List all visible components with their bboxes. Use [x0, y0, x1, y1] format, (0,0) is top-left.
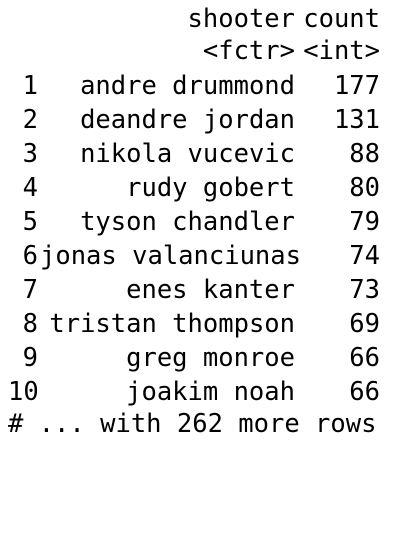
count-cell: 66	[349, 343, 380, 373]
shooter-cell: jonas valanciunas	[40, 241, 301, 271]
shooter-cell: joakim noah	[126, 377, 295, 407]
row-index: 6	[22, 241, 38, 271]
table-row: 8 tristan thompson 69	[0, 307, 416, 341]
count-cell: 131	[333, 105, 380, 135]
column-header-shooter: shooter	[187, 4, 295, 34]
shooter-cell: enes kanter	[126, 275, 295, 305]
count-cell: 177	[333, 71, 380, 101]
count-cell: 79	[349, 207, 380, 237]
more-rows-note: # ... with 262 more rows	[8, 409, 377, 439]
row-index: 2	[22, 105, 38, 135]
row-index: 9	[22, 343, 38, 373]
table-row: 4 rudy gobert 80	[0, 171, 416, 205]
shooter-cell: deandre jordan	[80, 105, 295, 135]
count-cell: 80	[349, 173, 380, 203]
table-row: 7 enes kanter 73	[0, 273, 416, 307]
count-cell: 73	[349, 275, 380, 305]
table-row: 3 nikola vucevic 88	[0, 137, 416, 171]
count-cell: 74	[349, 241, 380, 271]
table-row: 9 greg monroe 66	[0, 341, 416, 375]
row-index: 1	[22, 71, 38, 101]
footer-row: # ... with 262 more rows	[0, 407, 416, 441]
column-header-count: count	[303, 4, 380, 34]
table-row: 6 jonas valanciunas 74	[0, 239, 416, 273]
shooter-cell: andre drummond	[80, 71, 295, 101]
row-index: 7	[22, 275, 38, 305]
table-row: 10 joakim noah 66	[0, 375, 416, 409]
column-type-count: <int>	[303, 36, 380, 66]
console-output: shooter count <fctr> <int> 1 andre drumm…	[0, 2, 416, 441]
row-index: 5	[22, 207, 38, 237]
count-cell: 69	[349, 309, 380, 339]
shooter-cell: nikola vucevic	[80, 139, 295, 169]
shooter-cell: tyson chandler	[80, 207, 295, 237]
shooter-cell: greg monroe	[126, 343, 295, 373]
row-index: 10	[8, 377, 39, 407]
table-row: 5 tyson chandler 79	[0, 205, 416, 239]
column-type-shooter: <fctr>	[202, 36, 295, 66]
count-cell: 88	[349, 139, 380, 169]
table-row: 2 deandre jordan 131	[0, 103, 416, 137]
shooter-cell: rudy gobert	[126, 173, 295, 203]
shooter-cell: tristan thompson	[49, 309, 295, 339]
count-cell: 66	[349, 377, 380, 407]
row-index: 3	[22, 139, 38, 169]
column-type-row: <fctr> <int>	[0, 34, 416, 68]
table-row: 1 andre drummond 177	[0, 69, 416, 103]
column-header-row: shooter count	[0, 2, 416, 36]
row-index: 4	[22, 173, 38, 203]
row-index: 8	[22, 309, 38, 339]
